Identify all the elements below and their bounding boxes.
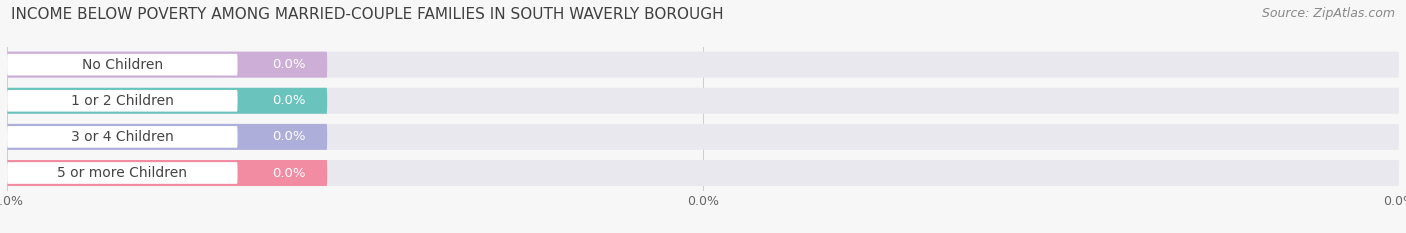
Text: Source: ZipAtlas.com: Source: ZipAtlas.com bbox=[1261, 7, 1395, 20]
FancyBboxPatch shape bbox=[7, 162, 238, 184]
Text: 5 or more Children: 5 or more Children bbox=[58, 166, 187, 180]
FancyBboxPatch shape bbox=[7, 160, 328, 186]
FancyBboxPatch shape bbox=[7, 124, 328, 150]
FancyBboxPatch shape bbox=[7, 160, 1399, 186]
FancyBboxPatch shape bbox=[7, 52, 328, 78]
Text: 0.0%: 0.0% bbox=[271, 58, 305, 71]
Text: No Children: No Children bbox=[82, 58, 163, 72]
FancyBboxPatch shape bbox=[7, 126, 238, 148]
FancyBboxPatch shape bbox=[7, 88, 328, 114]
FancyBboxPatch shape bbox=[7, 88, 1399, 114]
FancyBboxPatch shape bbox=[7, 52, 1399, 78]
Text: 3 or 4 Children: 3 or 4 Children bbox=[70, 130, 174, 144]
Text: INCOME BELOW POVERTY AMONG MARRIED-COUPLE FAMILIES IN SOUTH WAVERLY BOROUGH: INCOME BELOW POVERTY AMONG MARRIED-COUPL… bbox=[11, 7, 724, 22]
Text: 0.0%: 0.0% bbox=[271, 167, 305, 179]
FancyBboxPatch shape bbox=[7, 54, 238, 75]
Text: 1 or 2 Children: 1 or 2 Children bbox=[70, 94, 174, 108]
Text: 0.0%: 0.0% bbox=[271, 130, 305, 143]
FancyBboxPatch shape bbox=[7, 124, 1399, 150]
Text: 0.0%: 0.0% bbox=[271, 94, 305, 107]
FancyBboxPatch shape bbox=[7, 90, 238, 112]
